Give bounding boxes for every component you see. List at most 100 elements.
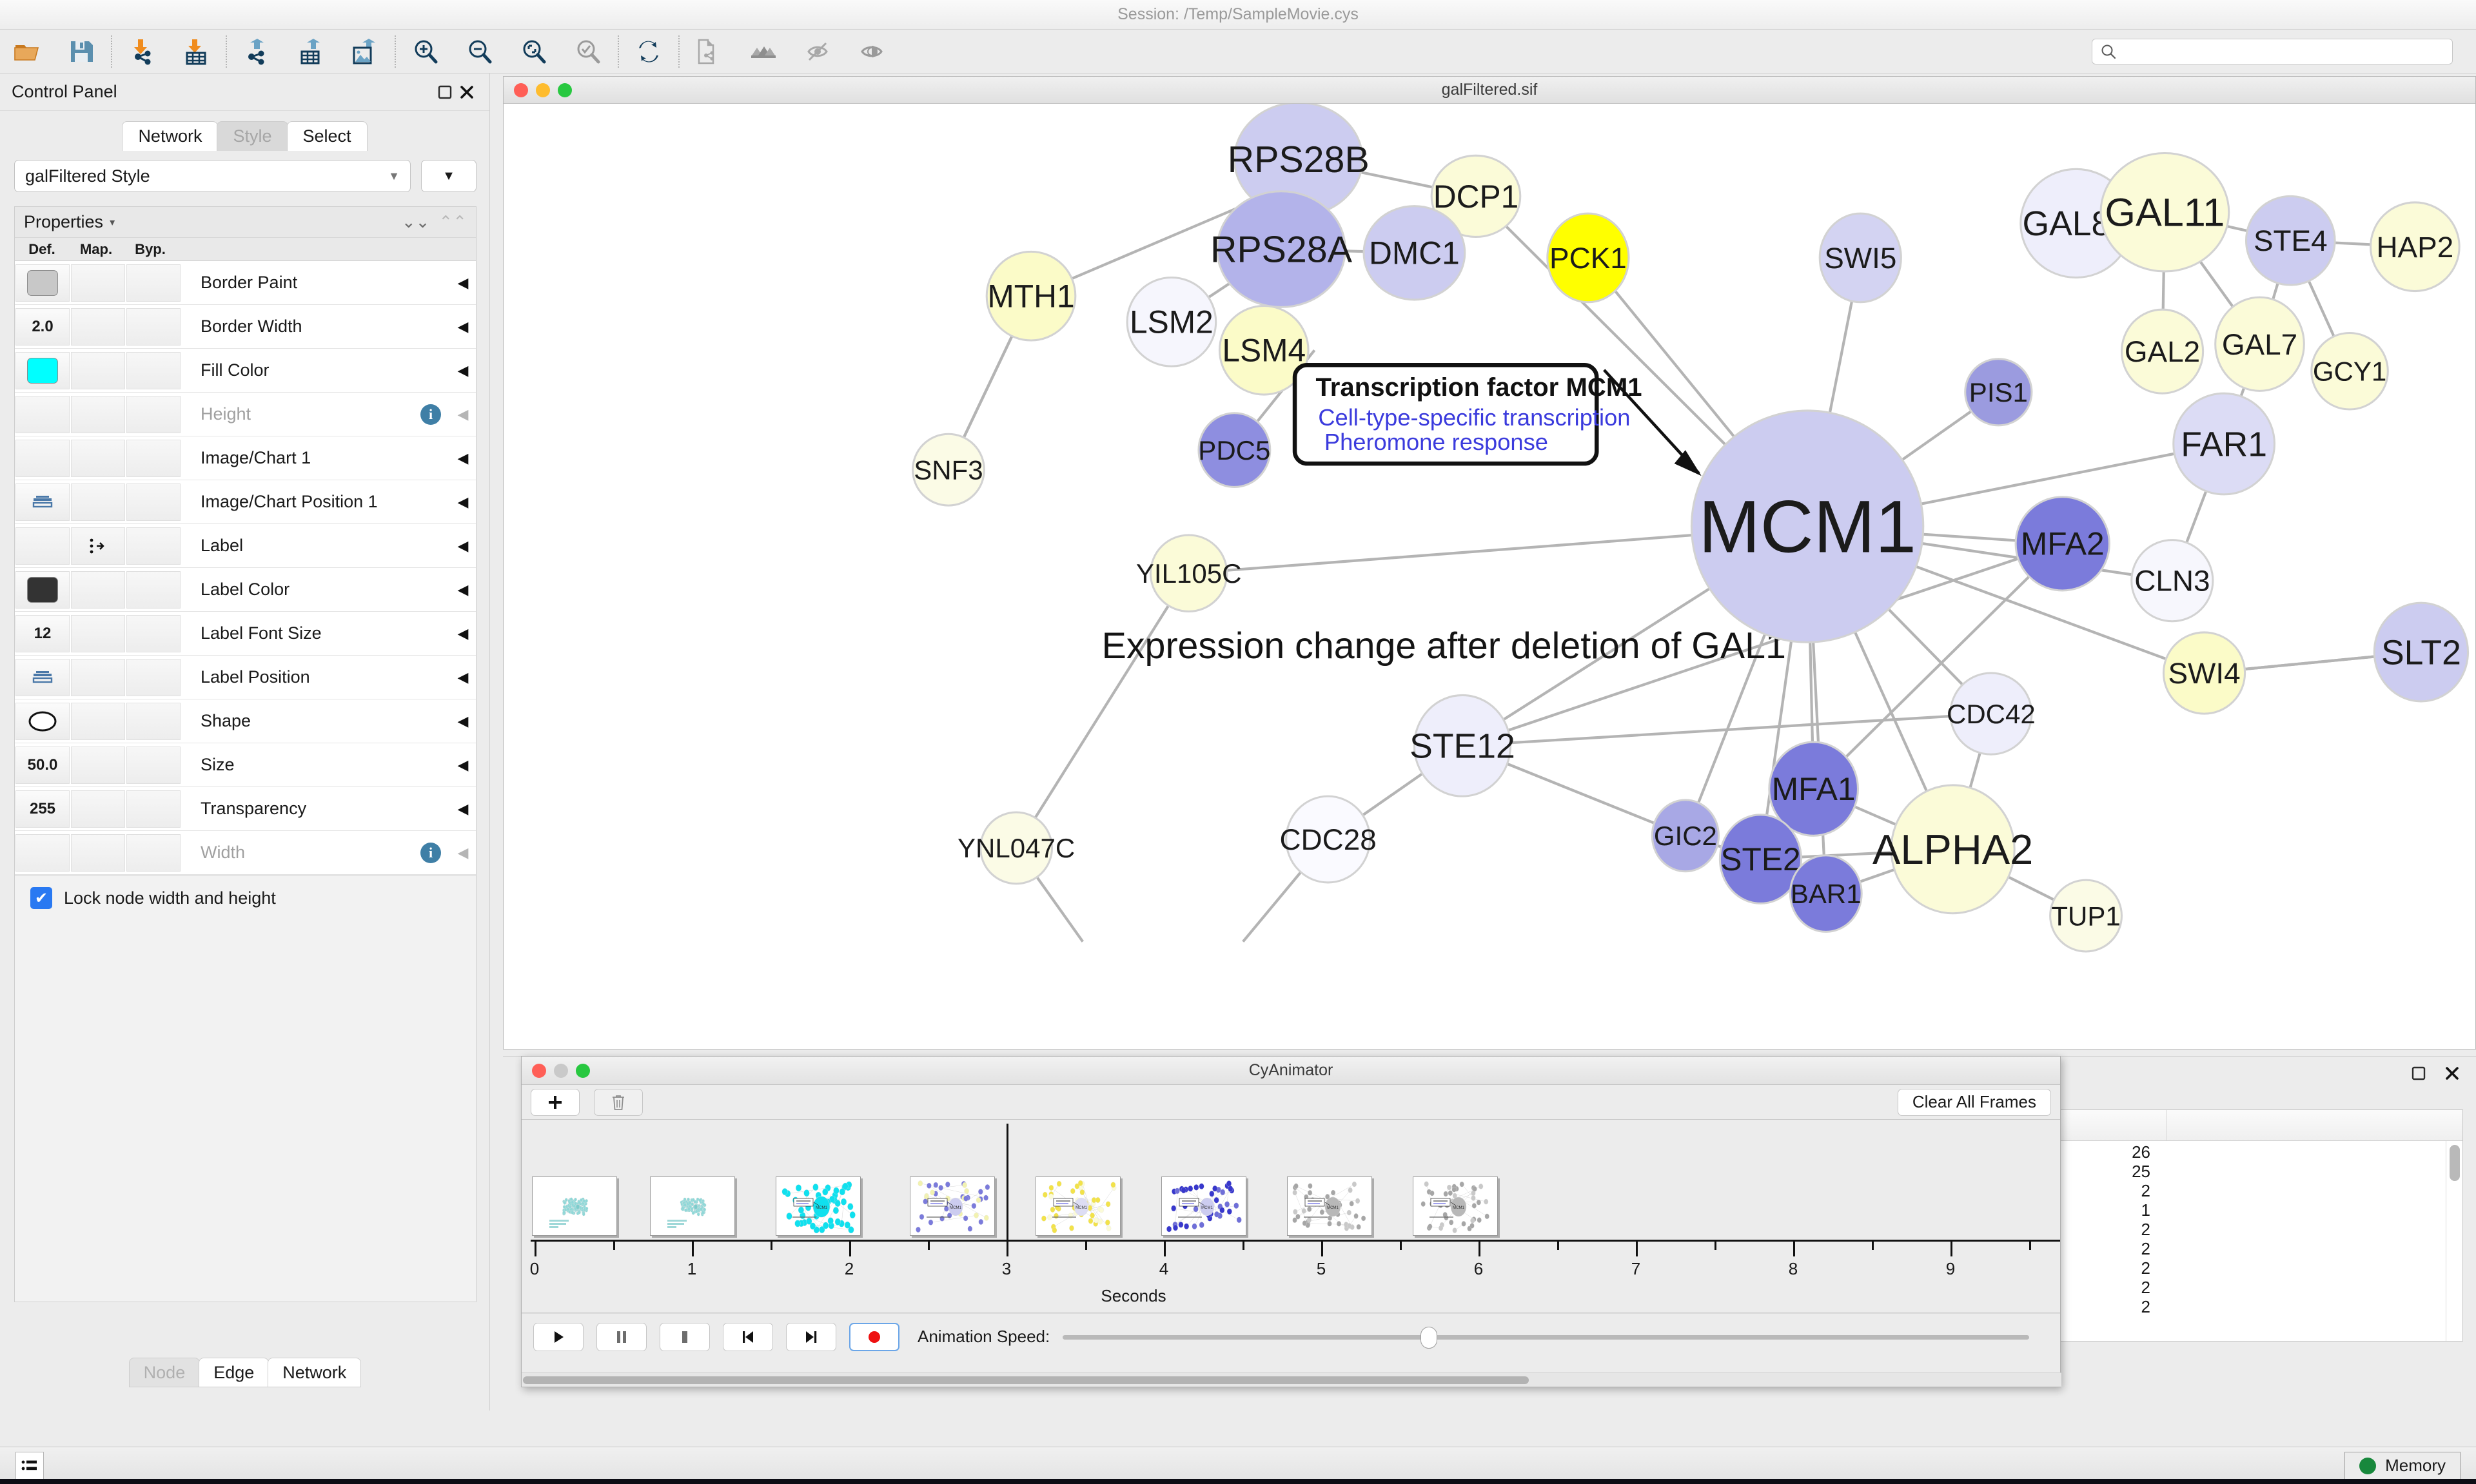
zoom-out-icon[interactable] [453, 30, 507, 73]
float-table-panel-icon[interactable] [2408, 1062, 2430, 1084]
property-def-cell[interactable] [15, 702, 70, 740]
property-byp-cell[interactable] [126, 264, 181, 302]
animation-speed-slider[interactable] [1063, 1323, 2029, 1351]
property-byp-cell[interactable] [126, 658, 181, 696]
network-node[interactable]: GIC2 [1651, 799, 1720, 873]
animation-timeline[interactable]: Seconds 0 1 2 3 4 5 6 7 8 9 MCM1 MCM1 MCM1 MCM1 MCM1 MC… [522, 1120, 2060, 1313]
network-node[interactable]: PDC5 [1197, 412, 1272, 488]
network-node[interactable]: GAL11 [2099, 151, 2230, 273]
property-def-cell[interactable]: 50.0 [15, 746, 70, 784]
timeline-frame[interactable]: MCM1 [1161, 1176, 1246, 1236]
timeline-frame[interactable] [650, 1176, 735, 1236]
tab-edge[interactable]: Edge [199, 1358, 270, 1387]
network-node[interactable]: PIS1 [1964, 358, 2033, 427]
network-node[interactable]: MCM1 [1690, 409, 1925, 643]
property-map-cell[interactable] [71, 702, 125, 740]
property-expand-arrow[interactable]: ◀ [457, 405, 469, 422]
network-node[interactable]: SWI5 [1818, 212, 1902, 304]
property-row[interactable]: Image/Chart 1 ◀ [15, 436, 476, 480]
property-def-cell[interactable] [15, 483, 70, 521]
property-byp-cell[interactable] [126, 571, 181, 609]
property-expand-arrow[interactable]: ◀ [457, 537, 469, 554]
network-node[interactable]: YIL105C [1136, 534, 1242, 612]
tab-node[interactable]: Node [128, 1358, 201, 1387]
network-node[interactable]: DMC1 [1362, 205, 1466, 301]
tab-style[interactable]: Style [217, 121, 288, 151]
network-node[interactable]: RPS28A [1210, 190, 1353, 308]
info-icon[interactable]: i [420, 404, 441, 425]
property-expand-arrow[interactable]: ◀ [457, 493, 469, 510]
callout-line-1[interactable]: Cell-type-specific transcription [1318, 404, 1630, 431]
property-row[interactable]: Label Color ◀ [15, 568, 476, 612]
property-row[interactable]: Height i ◀ [15, 393, 476, 436]
network-edge[interactable] [1015, 572, 1190, 849]
delete-frame-button[interactable] [594, 1088, 643, 1116]
network-node[interactable]: BAR1 [1789, 854, 1863, 933]
property-map-cell[interactable] [71, 658, 125, 696]
property-row[interactable]: Image/Chart Position 1 ◀ [15, 480, 476, 524]
timeline-frame[interactable]: MCM1 [1035, 1176, 1121, 1236]
network-node[interactable]: STE4 [2245, 195, 2336, 286]
network-node[interactable]: GCY1 [2310, 331, 2389, 411]
network-node[interactable]: FAR1 [2172, 392, 2275, 496]
property-def-cell[interactable] [15, 264, 70, 302]
stop-button[interactable] [660, 1322, 710, 1351]
property-expand-arrow[interactable]: ◀ [457, 712, 469, 729]
property-expand-arrow[interactable]: ◀ [457, 449, 469, 466]
table-vertical-scrollbar[interactable] [2446, 1141, 2462, 1341]
style-options-menu-button[interactable]: ▼ [421, 160, 477, 192]
save-session-icon[interactable] [54, 30, 108, 73]
destroy-view-icon[interactable] [736, 30, 791, 73]
network-node[interactable]: CDC42 [1947, 672, 2036, 756]
new-network-icon[interactable] [682, 30, 736, 73]
property-def-cell[interactable] [15, 658, 70, 696]
pause-button[interactable] [596, 1322, 647, 1351]
property-byp-cell[interactable] [126, 483, 181, 521]
table-row[interactable]: 25 [1419, 1162, 2462, 1181]
network-node[interactable]: SWI4 [2162, 631, 2246, 715]
fit-to-window-icon[interactable] [507, 30, 561, 73]
property-expand-arrow[interactable]: ◀ [457, 625, 469, 641]
color-swatch[interactable] [27, 269, 58, 296]
property-row[interactable]: Label ◀ [15, 524, 476, 568]
search-input[interactable] [2122, 43, 2444, 61]
property-expand-arrow[interactable]: ◀ [457, 318, 469, 335]
property-def-cell[interactable] [15, 351, 70, 389]
close-table-panel-icon[interactable] [2441, 1062, 2463, 1084]
import-network-icon[interactable] [115, 30, 169, 73]
property-row[interactable]: 2.0 Border Width ◀ [15, 305, 476, 349]
search-box[interactable] [2092, 39, 2453, 64]
close-window-icon[interactable] [532, 1063, 546, 1078]
property-def-cell[interactable] [15, 439, 70, 477]
network-node[interactable]: MTH1 [985, 250, 1077, 342]
table-row[interactable]: 1 [1419, 1200, 2462, 1220]
lock-node-size-checkbox[interactable]: ✔ [30, 887, 52, 909]
property-def-cell[interactable]: 255 [15, 790, 70, 828]
property-byp-cell[interactable] [126, 790, 181, 828]
property-byp-cell[interactable] [126, 746, 181, 784]
network-node[interactable]: LSM4 [1218, 304, 1310, 396]
network-node[interactable]: MFA1 [1768, 741, 1859, 837]
property-row[interactable]: 50.0 Size ◀ [15, 743, 476, 787]
property-row[interactable]: Border Paint ◀ [15, 261, 476, 305]
property-byp-cell[interactable] [126, 351, 181, 389]
property-map-cell[interactable] [71, 527, 125, 565]
property-map-cell[interactable] [71, 483, 125, 521]
property-map-cell[interactable] [71, 746, 125, 784]
network-callout[interactable]: Transcription factor MCM1Cell-type-speci… [1292, 362, 1702, 476]
network-node[interactable]: GAL7 [2214, 296, 2305, 392]
property-def-cell[interactable]: 12 [15, 614, 70, 652]
export-table-icon[interactable] [284, 30, 338, 73]
table-row[interactable]: 2 [1419, 1181, 2462, 1200]
expand-all-icon[interactable]: ⌃⌃ [438, 212, 467, 231]
add-frame-button[interactable] [531, 1088, 580, 1116]
timeline-frame[interactable]: MCM1 [1287, 1176, 1373, 1236]
timeline-frame[interactable]: MCM1 [776, 1176, 861, 1236]
maximize-window-icon[interactable] [576, 1063, 590, 1078]
property-map-cell[interactable] [71, 351, 125, 389]
property-row[interactable]: Shape ◀ [15, 699, 476, 743]
zoom-in-icon[interactable] [398, 30, 453, 73]
property-def-cell[interactable] [15, 834, 70, 872]
network-canvas[interactable]: Expression change after deletion of GAL1… [504, 104, 2475, 1049]
network-node[interactable]: GAL2 [2120, 308, 2205, 395]
